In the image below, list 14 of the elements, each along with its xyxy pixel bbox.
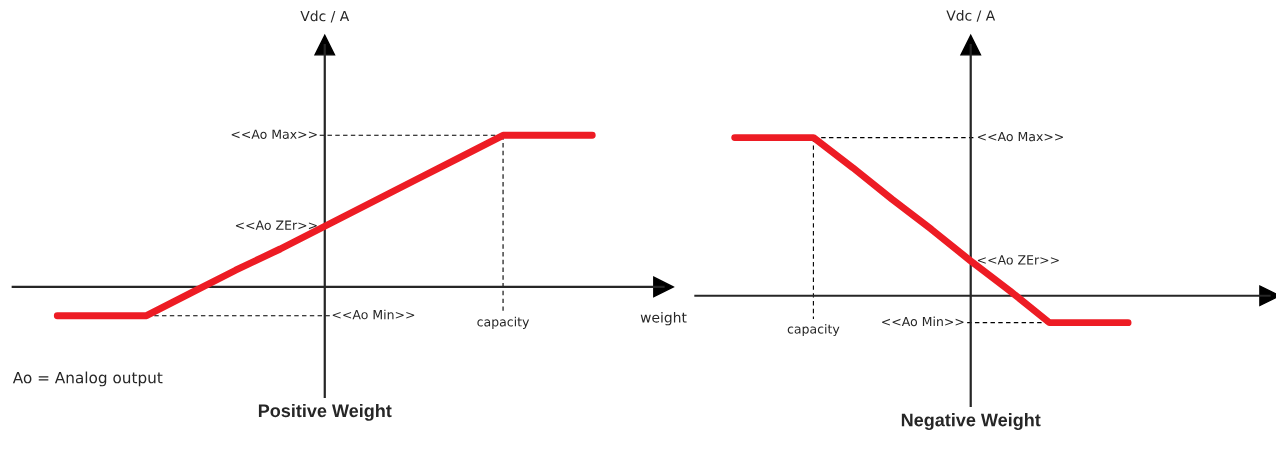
text: capacity (787, 323, 840, 337)
text: capacity (477, 316, 530, 329)
y-axis-title: Vdc / A (946, 10, 996, 22)
text: Ao = Analog output (12, 371, 163, 387)
annotation: <<Ao Max>> (231, 129, 317, 139)
x-axis-title: weight (640, 311, 687, 326)
annotation: <<Ao Min>> (332, 309, 415, 320)
y-axis-title: Vdc / A (300, 10, 350, 23)
annotation: <<Ao ZEr>> (977, 255, 1059, 265)
annotation: <<Ao Max>> (977, 131, 1063, 142)
text: Negative Weight (901, 413, 1041, 431)
annotation: <<Ao ZEr>> (235, 220, 317, 230)
text: Positive Weight (258, 403, 392, 421)
annotation: <<Ao Min>> (882, 316, 964, 327)
